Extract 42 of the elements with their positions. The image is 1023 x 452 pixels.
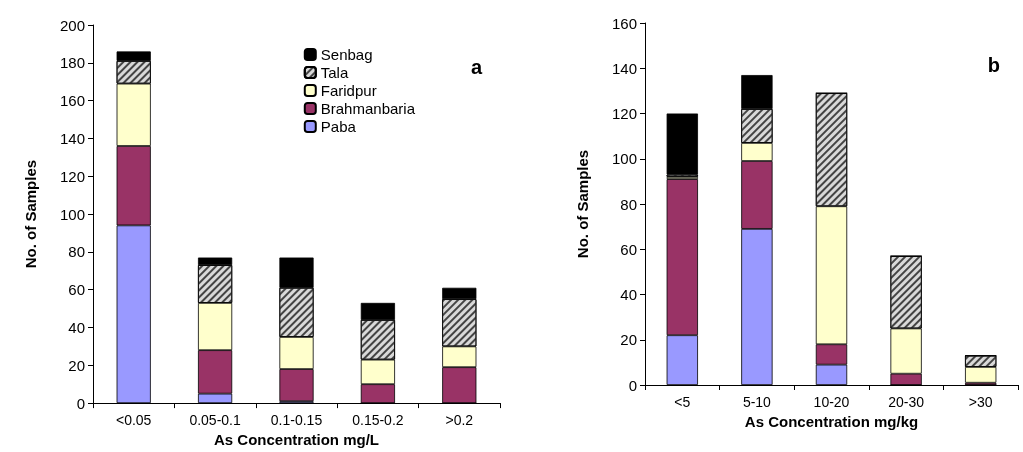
legend-label: Senbag — [320, 46, 373, 63]
y-tick-label: 60 — [620, 240, 637, 258]
x-tick-label: 5-10 — [742, 394, 772, 410]
x-tick-label: >0.2 — [445, 412, 474, 429]
y-tick-label: 0 — [76, 394, 85, 412]
x-axis-title: As Concentration mg/L — [213, 431, 380, 448]
y-tick-label: 120 — [59, 167, 85, 185]
y-tick-label: 80 — [68, 243, 85, 261]
y-tick-label: 140 — [611, 59, 637, 77]
annotation: b — [987, 54, 1000, 76]
x-tick-label: 0.15-0.2 — [352, 412, 404, 429]
y-axis-title: No. of Samples — [22, 159, 39, 269]
y-tick-label: 160 — [59, 92, 85, 110]
x-tick-label: >30 — [968, 394, 993, 410]
y-tick-label: 80 — [620, 195, 637, 213]
legend-label: Tala — [320, 64, 349, 81]
x-tick-label: <0.05 — [115, 412, 152, 429]
y-tick-label: 0 — [628, 376, 637, 394]
y-tick-label: 20 — [620, 331, 637, 349]
x-tick-label: 20-30 — [888, 394, 925, 410]
legend-label: Brahmanbaria — [320, 100, 416, 117]
x-tick-label: 0.1-0.15 — [270, 412, 323, 429]
y-axis-title: No. of Samples — [574, 149, 591, 259]
y-tick-label: 40 — [68, 318, 85, 336]
y-tick-label: 180 — [59, 54, 85, 72]
y-tick-label: 200 — [59, 16, 85, 34]
x-tick-label: 0.05-0.1 — [189, 412, 241, 429]
x-tick-label: <5 — [674, 394, 691, 410]
y-tick-label: 160 — [611, 14, 637, 32]
y-tick-label: 100 — [611, 150, 637, 168]
y-tick-label: 40 — [620, 286, 637, 303]
y-tick-label: 120 — [611, 105, 637, 122]
legend-label: Paba — [320, 118, 357, 135]
legend-label: Faridpur — [320, 82, 377, 99]
bar — [666, 113, 698, 175]
x-axis-title: As Concentration mg/kg — [744, 412, 919, 430]
y-tick-label: 100 — [59, 205, 85, 223]
x-tick-label: 10-20 — [813, 394, 850, 410]
y-tick-label: 20 — [68, 356, 85, 374]
y-tick-label: 140 — [59, 129, 85, 147]
annotation: a — [470, 56, 483, 78]
y-tick-label: 60 — [68, 281, 85, 299]
